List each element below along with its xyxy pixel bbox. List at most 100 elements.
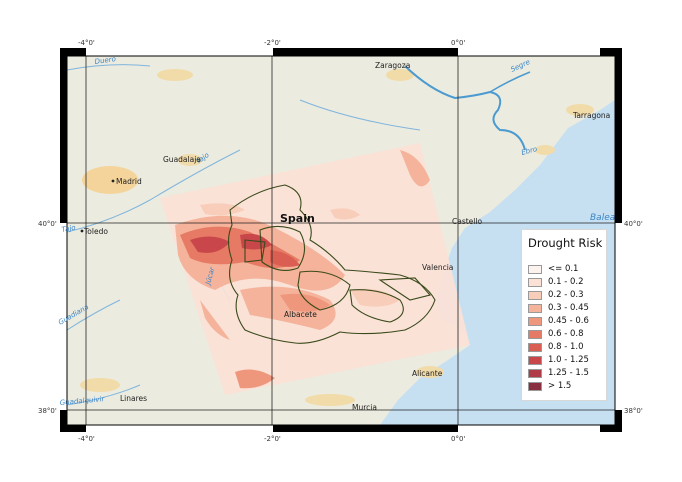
basin-boundary-inner-4 <box>244 239 266 263</box>
river-label-tajo-2: Tajo <box>61 224 76 234</box>
city-murcia: Murcia <box>352 403 377 412</box>
city-marker-toledo <box>80 229 84 233</box>
city-castello: Castello <box>452 217 482 226</box>
drought-patch-10 <box>400 150 430 187</box>
legend-panel: Drought Risk <= 0.1 0.1 - 0.2 0.2 - 0.3 … <box>521 229 607 401</box>
basin-boundary-inner-1 <box>259 225 306 271</box>
drought-patch-11 <box>330 208 360 220</box>
legend-swatch <box>528 303 542 313</box>
river-guadiana <box>66 299 121 331</box>
drought-patch-8 <box>200 300 230 340</box>
urban-tarragona <box>566 104 594 116</box>
legend-row: > 1.5 <box>528 380 571 392</box>
river-label-ebro: Ebro <box>520 145 538 157</box>
tick-right-2: 38°0' <box>624 407 643 415</box>
river-duero <box>66 64 151 71</box>
frame-bottom-bar-left <box>60 425 86 432</box>
legend-row: 0.3 - 0.45 <box>528 302 589 314</box>
legend-swatch <box>528 368 542 378</box>
urban-zaragoza <box>386 69 414 81</box>
drought-patch-9 <box>235 369 275 389</box>
tick-top-3: 0°0' <box>451 39 465 47</box>
tick-top-1: -4°0' <box>78 39 95 47</box>
city-madrid: Madrid <box>116 177 142 186</box>
river-ebro-lower <box>299 99 421 131</box>
legend-swatch <box>528 329 542 339</box>
frame-right-bar-top <box>615 48 622 223</box>
legend-label: 0.6 - 0.8 <box>548 329 584 339</box>
frame-top-bar-right <box>600 48 622 56</box>
legend-swatch <box>528 277 542 287</box>
legend-swatch <box>528 290 542 300</box>
river-segre-ebro <box>404 65 526 151</box>
legend-label: 1.0 - 1.25 <box>548 355 589 365</box>
city-tarragona: Tarragona <box>572 111 610 120</box>
urban-alicante <box>416 366 444 378</box>
legend-row: 0.8 - 1.0 <box>528 341 584 353</box>
tick-left-2: 38°0' <box>38 407 57 415</box>
city-labels: Zaragoza Tarragona Guadalaja Madrid Tole… <box>83 61 610 412</box>
basin-boundary-inner-5 <box>378 277 432 301</box>
city-linares: Linares <box>120 394 147 403</box>
river-tajo <box>66 149 241 233</box>
legend-label: > 1.5 <box>548 381 572 391</box>
city-zaragoza: Zaragoza <box>375 61 410 70</box>
frame-left-bar-top <box>60 48 67 223</box>
urban-murcia <box>305 394 355 406</box>
river-label-guadalquivir: Guadalquivir <box>59 395 105 407</box>
legend-label: 0.2 - 0.3 <box>548 290 584 300</box>
city-guadalajara: Guadalaja <box>163 155 201 164</box>
legend-row: 0.2 - 0.3 <box>528 289 584 301</box>
drought-patch-5 <box>270 250 300 267</box>
urban-south-west <box>80 378 120 392</box>
basin-boundaries <box>227 184 436 344</box>
legend-row: 0.1 - 0.2 <box>528 276 584 288</box>
legend-title: Drought Risk <box>528 236 603 250</box>
city-toledo: Toledo <box>83 227 108 236</box>
frame-left-bar-bottom <box>60 410 67 432</box>
frame-right-bar-bottom <box>615 410 622 432</box>
legend-label: 0.1 - 0.2 <box>548 277 584 287</box>
basin-boundary-inner-3 <box>349 289 404 323</box>
city-alicante: Alicante <box>412 369 443 378</box>
drought-risk-layer <box>160 143 470 395</box>
frame-bottom-bar-mid <box>273 425 458 432</box>
drought-patch-13 <box>200 203 245 216</box>
river-segre-upper <box>489 71 531 93</box>
tick-bottom-2: -2°0' <box>264 435 281 443</box>
frame-top-bar-left <box>60 48 86 56</box>
legend-label: 0.3 - 0.45 <box>548 303 589 313</box>
tick-top-2: -2°0' <box>264 39 281 47</box>
tick-labels: -4°0' -2°0' 0°0' -4°0' -2°0' 0°0' 40°0' … <box>38 39 643 443</box>
legend-swatch <box>528 381 542 391</box>
region-label-spain: Spain <box>280 212 315 225</box>
frame-bottom-bar-right <box>600 425 622 432</box>
legend-label: 0.8 - 1.0 <box>548 342 584 352</box>
legend-row: <= 0.1 <box>528 263 578 275</box>
legend-row: 1.25 - 1.5 <box>528 367 589 379</box>
basin-boundary-inner-2 <box>297 270 351 311</box>
legend-swatch <box>528 355 542 365</box>
drought-patch-7 <box>280 293 330 312</box>
tick-left-1: 40°0' <box>38 220 57 228</box>
tick-right-1: 40°0' <box>624 220 643 228</box>
city-marker-madrid <box>111 179 115 183</box>
legend-swatch <box>528 316 542 326</box>
graticule <box>67 56 615 425</box>
sea-label: Balea <box>590 213 615 223</box>
urban-coast <box>535 145 555 155</box>
frame-top-bar-mid <box>273 48 458 56</box>
river-guadalquivir <box>66 384 141 406</box>
urban-guadalajara <box>178 154 202 166</box>
legend-label: 1.25 - 1.5 <box>548 368 589 378</box>
legend-swatch <box>528 342 542 352</box>
legend-row: 0.45 - 0.6 <box>528 315 589 327</box>
urban-madrid <box>82 166 138 194</box>
legend-row: 0.6 - 0.8 <box>528 328 584 340</box>
tick-bottom-3: 0°0' <box>451 435 465 443</box>
tick-bottom-1: -4°0' <box>78 435 95 443</box>
basin-boundary-main <box>227 184 436 344</box>
city-valencia: Valencia <box>422 263 453 272</box>
urban-north <box>157 69 193 81</box>
city-markers <box>80 179 115 233</box>
